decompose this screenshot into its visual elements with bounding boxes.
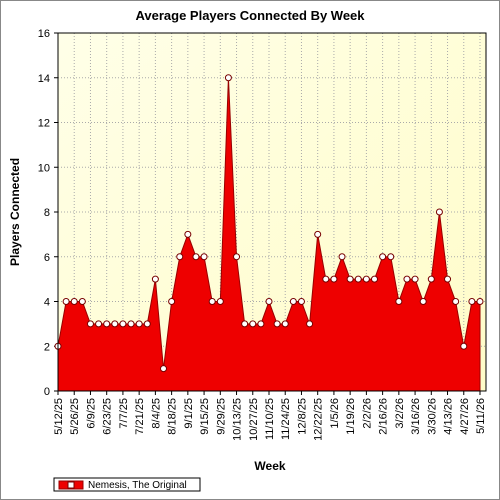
x-tick-label: 9/15/25 (199, 398, 211, 435)
marker (160, 365, 167, 373)
marker (281, 320, 289, 328)
x-tick-label: 3/30/26 (426, 398, 438, 435)
marker (184, 230, 192, 238)
x-tick-label: 12/22/25 (313, 398, 325, 441)
y-tick-label: 12 (38, 118, 50, 130)
x-tick-label: 5/26/25 (69, 398, 81, 435)
y-tick-label: 10 (38, 162, 50, 174)
marker (257, 320, 265, 328)
y-tick-label: 16 (38, 28, 50, 40)
marker (233, 253, 241, 261)
marker (119, 320, 127, 328)
marker (346, 275, 354, 283)
x-tick-label: 3/2/26 (394, 398, 406, 429)
marker (411, 275, 419, 283)
x-tick-label: 5/12/25 (53, 398, 65, 435)
marker (86, 320, 94, 328)
x-tick-label: 10/13/25 (232, 398, 244, 441)
x-tick-label: 11/24/25 (280, 398, 292, 440)
y-tick-label: 14 (38, 73, 50, 85)
marker (241, 320, 249, 328)
y-axis-title: Players Connected (8, 158, 22, 266)
x-tick-label: 6/23/25 (102, 398, 114, 435)
marker (78, 298, 86, 305)
x-tick-label: 10/27/25 (248, 398, 260, 441)
x-tick-label: 7/21/25 (134, 398, 146, 435)
x-tick-label: 8/4/25 (150, 398, 162, 429)
marker (95, 320, 103, 328)
legend-marker (67, 481, 75, 489)
x-tick-label: 9/29/25 (215, 398, 227, 435)
y-tick-label: 2 (44, 341, 50, 353)
marker (192, 253, 200, 261)
y-tick-label: 4 (44, 297, 50, 309)
x-tick-label: 2/16/26 (378, 398, 390, 435)
x-tick-label: 2/2/26 (361, 398, 373, 429)
marker (338, 253, 346, 261)
marker (265, 298, 273, 305)
marker (70, 298, 78, 305)
plot-border (57, 32, 487, 392)
marker (379, 253, 387, 261)
x-tick-label: 1/5/26 (329, 398, 341, 429)
marker (297, 298, 305, 305)
marker (444, 275, 452, 283)
marker (403, 275, 411, 283)
marker (354, 275, 362, 283)
marker (452, 298, 460, 305)
legend (53, 477, 201, 492)
marker (103, 320, 111, 328)
marker (468, 298, 476, 305)
marker (371, 275, 378, 283)
marker (395, 298, 403, 305)
marker (387, 253, 395, 261)
marker (460, 342, 468, 350)
y-tick-label: 0 (44, 386, 50, 398)
marker (143, 320, 151, 328)
marker (362, 275, 370, 283)
x-tick-label: 5/11/26 (475, 398, 487, 434)
marker (476, 298, 484, 305)
marker (322, 275, 330, 283)
marker (208, 298, 216, 305)
chart-title: Average Players Connected By Week (135, 8, 365, 23)
legend-label: Nemesis, The Original (88, 480, 187, 491)
marker (306, 320, 314, 328)
marker (216, 298, 224, 305)
marker (127, 320, 135, 328)
legend-icon (58, 480, 84, 490)
marker (111, 320, 119, 328)
marker (289, 298, 297, 305)
y-tick-label: 6 (44, 252, 50, 264)
marker (200, 253, 208, 261)
y-tick-label: 8 (44, 207, 50, 219)
marker (62, 298, 70, 305)
x-tick-label: 6/9/25 (85, 398, 97, 429)
marker (224, 74, 232, 82)
marker (176, 253, 184, 261)
marker (151, 275, 159, 283)
marker (273, 320, 281, 328)
x-axis-title: Week (254, 459, 285, 473)
x-tick-label: 3/16/26 (410, 398, 422, 435)
x-tick-label: 4/13/26 (443, 398, 455, 435)
x-tick-label: 11/10/25 (264, 398, 276, 440)
marker (168, 298, 176, 305)
x-tick-label: 8/18/25 (167, 398, 179, 435)
x-tick-label: 4/27/26 (459, 398, 471, 435)
marker (419, 298, 427, 305)
marker (330, 275, 338, 283)
marker (135, 320, 143, 328)
marker (249, 320, 257, 328)
marker (435, 208, 443, 216)
x-tick-label: 1/19/26 (345, 398, 357, 435)
marker (314, 230, 322, 238)
x-tick-label: 9/1/25 (183, 398, 195, 429)
marker (427, 275, 435, 283)
x-tick-label: 12/8/25 (296, 398, 308, 435)
x-tick-label: 7/7/25 (118, 398, 130, 429)
